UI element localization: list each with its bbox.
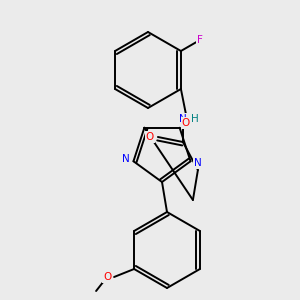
Text: N: N [194,158,201,168]
Text: F: F [197,35,203,45]
Text: O: O [103,272,111,282]
Text: O: O [182,118,190,128]
Text: N: N [179,114,187,124]
Text: H: H [191,114,199,124]
Text: N: N [122,154,129,164]
Text: O: O [146,132,154,142]
